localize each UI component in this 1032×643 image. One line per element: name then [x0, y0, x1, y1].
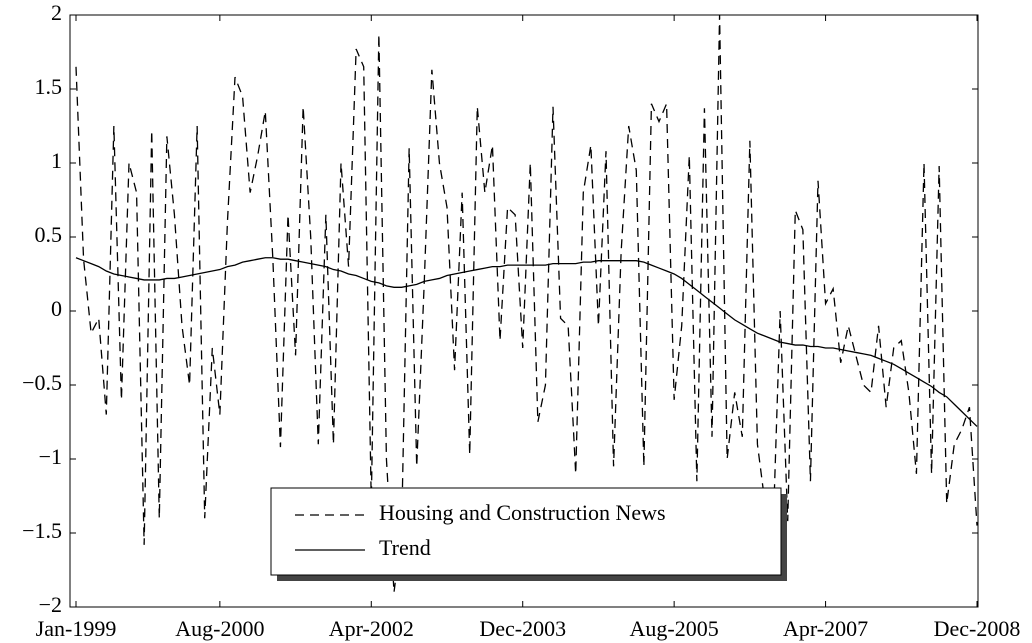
x-tick-label: Dec-2008	[934, 616, 1021, 641]
plot-area	[75, 15, 978, 593]
legend-label: Trend	[379, 535, 431, 560]
y-tick-label: 1	[51, 148, 62, 173]
x-tick-label: Jan-1999	[36, 616, 117, 641]
series-line	[75, 257, 978, 427]
y-tick-label: −1.5	[22, 518, 62, 543]
legend-box	[270, 487, 782, 576]
legend: Housing and Construction News Trend	[270, 487, 787, 581]
y-tick-label: −0.5	[22, 370, 62, 395]
y-tick-label: 1.5	[35, 74, 63, 99]
x-tick-label: Dec-2003	[479, 616, 566, 641]
x-tick-label: Apr-2002	[329, 616, 414, 641]
y-tick-label: 0.5	[35, 222, 63, 247]
x-tick-label: Apr-2007	[783, 616, 868, 641]
y-tick-label: −2	[39, 592, 62, 617]
y-tick-label: 2	[51, 0, 62, 25]
y-tick-label: 0	[51, 296, 62, 321]
x-tick-label: Aug-2005	[630, 616, 719, 641]
y-tick-label: −1	[39, 444, 62, 469]
x-tick-label: Aug-2000	[175, 616, 264, 641]
series-line	[75, 15, 978, 593]
legend-label: Housing and Construction News	[379, 500, 666, 525]
